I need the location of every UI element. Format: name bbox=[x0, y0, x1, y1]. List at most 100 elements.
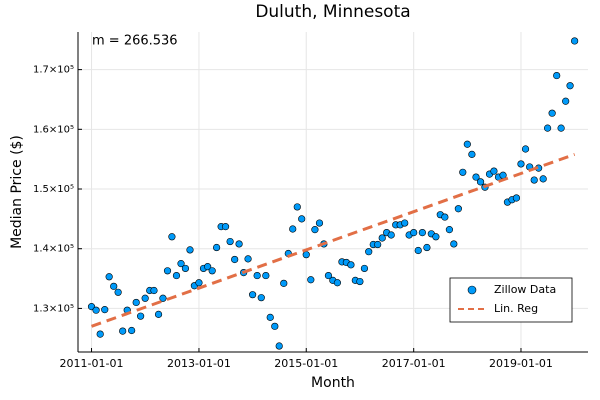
y-tick-label: 1.7×10⁵ bbox=[33, 65, 74, 76]
y-axis-title: Median Price ($) bbox=[9, 135, 25, 249]
legend-box bbox=[449, 277, 573, 323]
data-point bbox=[571, 37, 579, 45]
data-point bbox=[539, 175, 547, 183]
data-point bbox=[311, 226, 319, 234]
data-point bbox=[450, 240, 458, 248]
data-point bbox=[468, 150, 476, 158]
x-tick-label: 2015-01-01 bbox=[274, 357, 338, 370]
data-point bbox=[119, 327, 127, 335]
data-point bbox=[490, 167, 498, 175]
data-point bbox=[463, 140, 471, 148]
y-tick-label: 1.6×10⁵ bbox=[33, 124, 74, 135]
data-point bbox=[280, 279, 288, 287]
data-point bbox=[356, 277, 364, 286]
x-axis-title: Month bbox=[311, 375, 355, 391]
data-point bbox=[262, 271, 270, 280]
data-point bbox=[459, 168, 467, 176]
data-point bbox=[253, 271, 261, 280]
data-point bbox=[96, 330, 104, 338]
x-tick-label: 2011-01-01 bbox=[60, 357, 124, 370]
data-point bbox=[378, 234, 386, 242]
data-point bbox=[92, 306, 100, 314]
data-point bbox=[150, 286, 158, 295]
data-point bbox=[154, 310, 163, 318]
x-tick-label: 2017-01-01 bbox=[382, 357, 446, 370]
legend-marker bbox=[467, 285, 477, 295]
data-point bbox=[410, 228, 418, 237]
data-point bbox=[360, 264, 369, 273]
data-point bbox=[302, 251, 310, 259]
data-point bbox=[315, 219, 324, 227]
data-point bbox=[441, 213, 449, 221]
y-tick-label: 1.4×10⁵ bbox=[33, 244, 74, 255]
data-point bbox=[289, 225, 297, 233]
data-point bbox=[235, 240, 243, 248]
data-point bbox=[195, 279, 203, 287]
data-point bbox=[293, 203, 301, 211]
data-point bbox=[159, 294, 167, 302]
data-point bbox=[212, 243, 221, 252]
data-point bbox=[105, 273, 113, 281]
x-tick-label: 2013-01-01 bbox=[167, 357, 231, 370]
data-point bbox=[543, 124, 552, 132]
data-point bbox=[298, 215, 306, 223]
data-point bbox=[141, 294, 149, 302]
legend-label: Zillow Data bbox=[494, 283, 556, 296]
data-point bbox=[445, 226, 454, 234]
data-point bbox=[423, 243, 431, 252]
data-point bbox=[432, 233, 440, 241]
data-point bbox=[333, 279, 342, 287]
data-point bbox=[266, 313, 274, 321]
annotation: m = 266.536 bbox=[92, 34, 178, 49]
data-point bbox=[324, 271, 333, 280]
data-point bbox=[387, 231, 395, 239]
data-point bbox=[101, 306, 109, 314]
data-point bbox=[181, 264, 190, 273]
data-point bbox=[530, 176, 538, 184]
legend-label: Lin. Reg bbox=[494, 302, 538, 315]
data-point bbox=[249, 291, 257, 299]
data-point bbox=[476, 178, 485, 186]
data-point bbox=[204, 263, 212, 271]
data-point bbox=[521, 145, 530, 153]
data-point bbox=[128, 326, 136, 335]
regression-line bbox=[91, 152, 576, 328]
data-point bbox=[562, 97, 570, 105]
chart-title: Duluth, Minnesota bbox=[255, 2, 410, 22]
data-point bbox=[557, 124, 565, 132]
data-point bbox=[401, 219, 409, 227]
data-point bbox=[244, 255, 252, 263]
data-point bbox=[454, 205, 462, 213]
data-point bbox=[418, 228, 426, 237]
data-point bbox=[114, 288, 122, 296]
data-point bbox=[517, 160, 525, 168]
data-point bbox=[307, 276, 315, 284]
data-point bbox=[275, 342, 283, 350]
data-point bbox=[512, 194, 521, 202]
data-point bbox=[257, 294, 265, 302]
data-point bbox=[231, 255, 239, 264]
data-point bbox=[566, 82, 574, 90]
data-point bbox=[347, 261, 355, 269]
data-point bbox=[271, 322, 279, 330]
data-point bbox=[132, 298, 140, 307]
data-point bbox=[414, 246, 422, 255]
y-tick-label: 1.3×10⁵ bbox=[33, 303, 74, 314]
data-point bbox=[137, 312, 145, 320]
data-point bbox=[553, 71, 561, 80]
data-point bbox=[168, 233, 176, 241]
data-point bbox=[548, 109, 556, 117]
data-point bbox=[172, 271, 181, 280]
data-point bbox=[472, 173, 480, 181]
data-point bbox=[177, 260, 185, 268]
x-tick-label: 2019-01-01 bbox=[489, 357, 553, 370]
y-tick-label: 1.5×10⁵ bbox=[33, 184, 74, 195]
data-point bbox=[110, 282, 118, 290]
data-point bbox=[221, 223, 230, 231]
data-point bbox=[374, 240, 382, 249]
data-point bbox=[208, 267, 216, 275]
data-point bbox=[226, 237, 234, 246]
data-point bbox=[186, 246, 194, 254]
data-point bbox=[365, 248, 373, 256]
